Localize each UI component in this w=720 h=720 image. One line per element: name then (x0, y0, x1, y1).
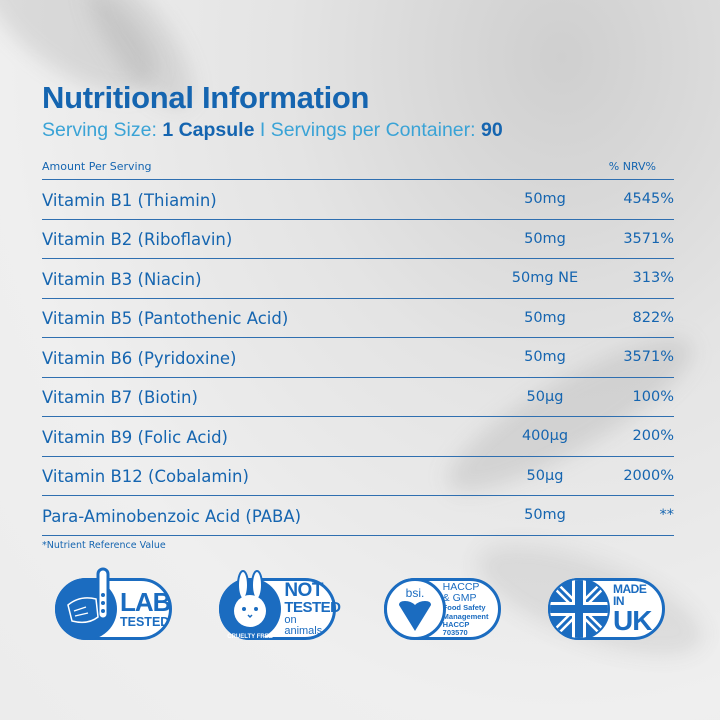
table-row: Vitamin B6 (Pyridoxine) 50mg 3571% (42, 338, 674, 378)
cruelty-free-badge: CRUELTY FREE NOT TESTED on animals (219, 570, 341, 640)
nutrient-name: Vitamin B12 (Cobalamin) (42, 467, 249, 487)
nutrient-amount: 50mg (524, 191, 566, 208)
tested-label: TESTED (120, 615, 170, 630)
management-label: Management (442, 611, 489, 621)
bsi-kitemark-icon: bsi. (398, 586, 431, 631)
not-tested-text: NOT TESTED on animals (284, 580, 341, 637)
table-row: Vitamin B7 (Biotin) 50µg 100% (42, 378, 674, 417)
nutrient-nrv: 100% (632, 388, 674, 405)
nutrition-panel: Nutritional Information Serving Size: 1 … (42, 80, 674, 551)
nutrient-name: Vitamin B2 (Riboflavin) (42, 230, 233, 250)
nutrient-amount: 50mg (524, 309, 566, 326)
nutrient-nrv: ** (659, 507, 675, 524)
nutrient-nrv: 313% (632, 270, 674, 287)
serving-size-label: Serving Size: (42, 119, 157, 141)
nutrient-nrv: 822% (632, 309, 674, 326)
nutrient-amount: 50mg (524, 349, 566, 366)
table-row: Vitamin B9 (Folic Acid) 400µg 200% (42, 417, 674, 457)
separator: I (259, 119, 266, 141)
nutrient-amount: 50mg NE (511, 270, 579, 287)
gmp-label: & GMP (442, 591, 477, 604)
union-jack-icon (549, 580, 608, 638)
amount-per-serving-header: Amount Per Serving (42, 160, 152, 173)
serving-info: Serving Size: 1 Capsule I Servings per C… (42, 118, 674, 142)
serving-size-value: 1 Capsule (162, 119, 255, 141)
uk-label: UK (612, 605, 652, 636)
table-row: Vitamin B12 (Cobalamin) 50µg 2000% (42, 457, 674, 496)
table-row: Vitamin B1 (Thiamin) 50mg 4545% (42, 180, 674, 220)
bsi-disc (383, 578, 446, 640)
made-in-uk-badge: MADE IN UK (547, 578, 665, 640)
tested-label: TESTED (284, 599, 341, 616)
table-row: Vitamin B5 (Pantothenic Acid) 50mg 822% (42, 299, 674, 338)
nutrient-nrv: 3571% (623, 230, 674, 247)
servings-value: 90 (480, 119, 503, 141)
nutrient-name: Vitamin B9 (Folic Acid) (42, 427, 228, 447)
nutrient-name: Vitamin B3 (Niacin) (42, 269, 202, 289)
lab-tested-badge: LAB TESTED (55, 567, 172, 640)
nutrient-amount: 50µg (526, 388, 564, 405)
rabbit-icon: CRUELTY FREE (228, 570, 273, 640)
nutrient-name: Vitamin B5 (Pantothenic Acid) (42, 309, 289, 329)
lab-tested-text: LAB TESTED (120, 587, 171, 630)
svg-text:CRUELTY FREE: CRUELTY FREE (228, 634, 273, 640)
nutrient-nrv: 200% (632, 428, 674, 445)
table-row: Vitamin B3 (Niacin) 50mg NE 313% (42, 259, 674, 299)
nutrient-name: Vitamin B1 (Thiamin) (42, 190, 217, 210)
certification-badges: LAB TESTED CRUELTY FREE NOT TESTED on an… (55, 567, 665, 640)
nutrient-nrv: 4545% (623, 191, 674, 208)
food-safety-label: Food Safety (442, 603, 486, 612)
svg-text:bsi.: bsi. (405, 586, 424, 600)
not-label: NOT (284, 580, 323, 601)
nutrient-name: Para-Aminobenzoic Acid (PABA) (42, 506, 302, 526)
made-in-label: MADE IN (612, 582, 647, 608)
nutrient-name: Vitamin B7 (Biotin) (42, 388, 198, 408)
table-row: Para-Aminobenzoic Acid (PABA) 50mg ** (42, 496, 674, 536)
on-animals-label: on animals (284, 614, 323, 637)
nutrient-amount: 400µg (521, 428, 569, 445)
page-title: Nutritional Information (42, 80, 370, 115)
nutrient-nrv: 3571% (623, 349, 674, 366)
haccp-number-label: HACCP 703570 (442, 620, 470, 637)
nutrient-amount: 50mg (524, 230, 566, 247)
nutrient-amount: 50µg (526, 467, 564, 484)
test-tube-hand-icon (67, 567, 110, 624)
nrv-header: % NRV% (608, 160, 656, 173)
table-row: Vitamin B2 (Riboflavin) 50mg 3571% (42, 220, 674, 259)
table-header: Amount Per Serving % NRV% (42, 160, 674, 180)
servings-label: Servings per Container: (270, 119, 476, 141)
made-in-uk-text: MADE IN UK (613, 583, 656, 635)
nutrient-name: Vitamin B6 (Pyridoxine) (42, 348, 237, 368)
haccp-label: HACCP (442, 581, 480, 593)
bsi-haccp-badge: bsi. HACCP & GMP Food Safety Management … (383, 578, 501, 640)
nutrient-nrv: 2000% (623, 467, 674, 484)
lab-label: LAB (120, 587, 171, 618)
footnote: *Nutrient Reference Value (42, 539, 166, 551)
nutrient-amount: 50mg (524, 507, 566, 524)
haccp-text: HACCP & GMP Food Safety Management HACCP… (443, 582, 492, 636)
